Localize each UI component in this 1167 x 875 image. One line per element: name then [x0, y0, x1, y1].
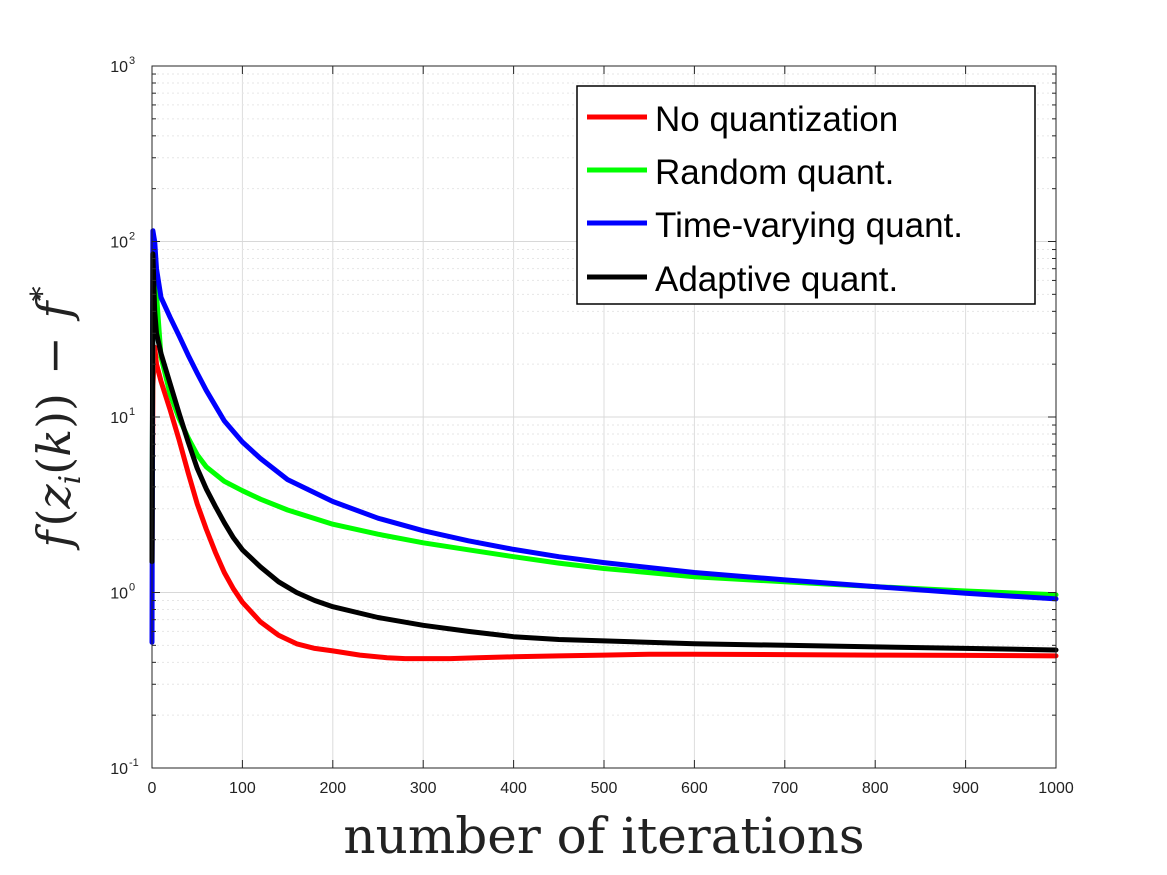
x-tick-label: 900	[952, 780, 979, 797]
x-tick-label: 700	[771, 780, 798, 797]
x-tick-label: 800	[862, 780, 889, 797]
y-tick-label: 10	[110, 410, 128, 427]
legend-label-4: Adaptive quant.	[655, 260, 898, 299]
x-tick-labels: 0 100 200 300 400 500 600 700 800 900 1000	[148, 780, 1074, 797]
x-axis-label: number of iterations	[343, 807, 864, 865]
y-tick-label-exponent: -1	[129, 757, 139, 769]
legend-box	[576, 85, 1036, 305]
y-axis-label: f(zi(k))−f*	[25, 286, 88, 550]
series-line-3	[149, 228, 1059, 645]
y-label-paren-close: ))	[27, 393, 81, 429]
x-tick-label: 300	[410, 780, 437, 797]
y-label-minus: −	[27, 336, 81, 375]
y-label-paren-open: (	[27, 509, 81, 527]
y-tick-label: 10	[110, 586, 128, 603]
legend-items: No quantization Random quant. Time-varying…	[587, 100, 963, 299]
y-tick-label-exponent: 1	[129, 406, 135, 418]
svg-text:f(zi(k))−f*: f(zi(k))−f*	[25, 286, 88, 550]
x-tick-label: 500	[591, 780, 618, 797]
y-tick-label: 10	[110, 59, 128, 76]
y-tick-label: 10	[110, 235, 128, 252]
y-label-subscript-i: i	[53, 475, 88, 485]
x-tick-label: 1000	[1038, 780, 1074, 797]
x-tick-label: 600	[681, 780, 708, 797]
y-label-z: z	[27, 484, 81, 510]
y-label-k: k	[27, 429, 81, 457]
legend: No quantization Random quant. Time-varying…	[576, 85, 1036, 305]
series-line-4	[149, 251, 1059, 653]
series-line-1	[149, 344, 1059, 662]
x-tick-label: 200	[319, 780, 346, 797]
legend-label-1: No quantization	[655, 100, 898, 139]
y-label-star: *	[25, 286, 60, 301]
y-tick-label-exponent: 3	[129, 55, 135, 67]
series-lines	[149, 228, 1059, 662]
y-label-paren-open-2: (	[27, 457, 81, 475]
legend-label-2: Random quant.	[655, 153, 894, 192]
x-tick-label: 400	[500, 780, 527, 797]
y-tick-label-exponent: 0	[129, 582, 135, 594]
x-tick-label: 0	[148, 780, 157, 797]
x-tick-label: 100	[229, 780, 256, 797]
y-tick-label: 10	[110, 761, 128, 778]
y-tick-label-exponent: 2	[129, 231, 135, 243]
legend-label-3: Time-varying quant.	[655, 206, 963, 245]
ticks	[151, 65, 1057, 769]
